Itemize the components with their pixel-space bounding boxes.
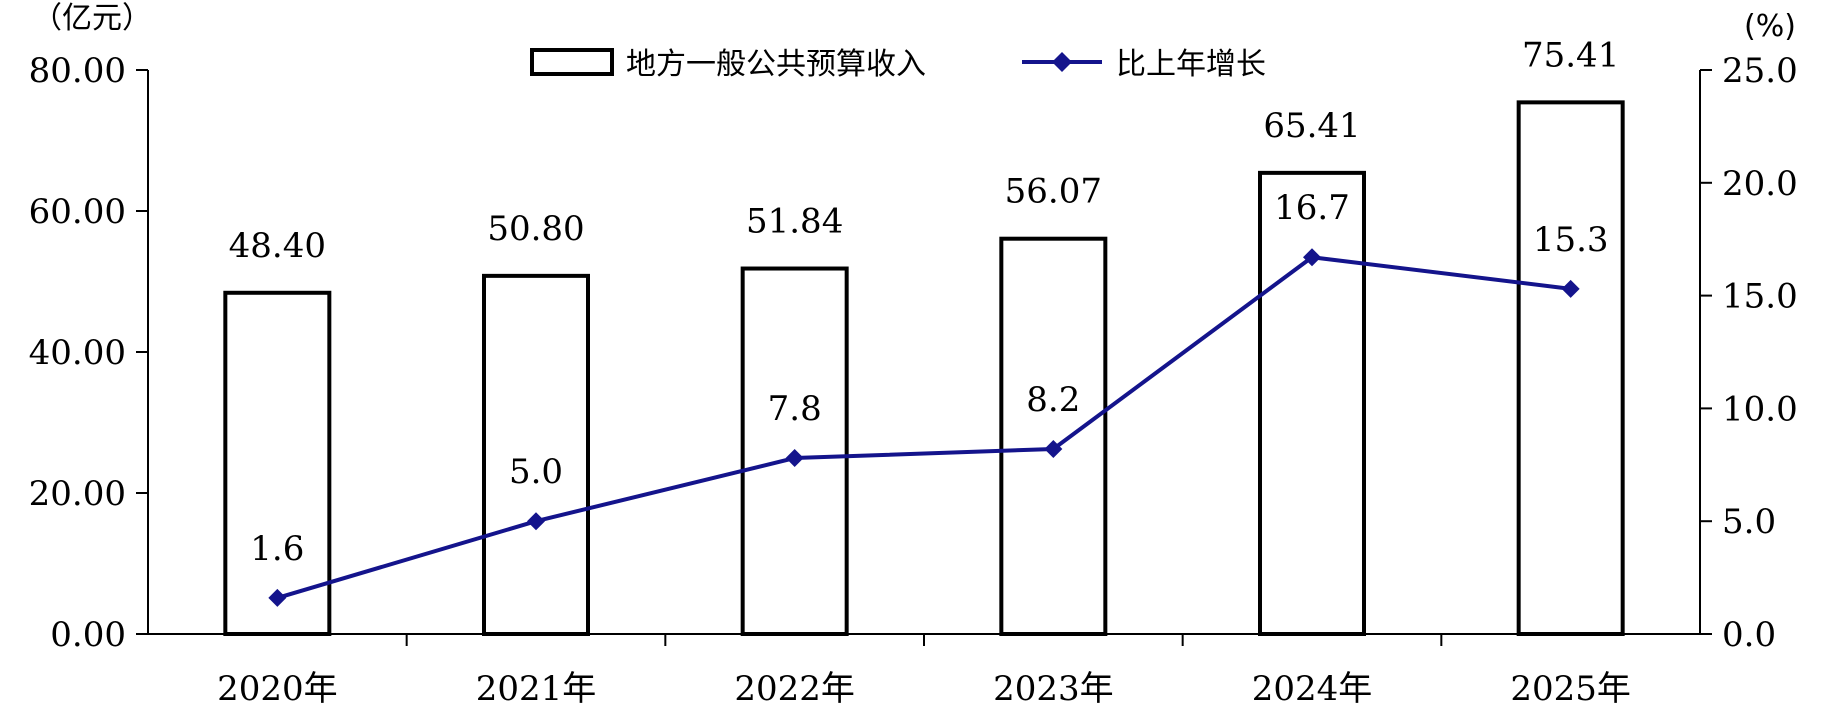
bar-value-label: 50.80 (487, 209, 584, 249)
x-tick-label: 2025年 (1510, 669, 1631, 709)
growth-marker (785, 449, 804, 468)
growth-value-label: 5.0 (509, 452, 563, 492)
left-tick-label: 80.00 (29, 51, 126, 91)
bar (223, 290, 332, 636)
x-tick-label: 2023年 (993, 669, 1114, 709)
bar-value-label: 75.41 (1522, 35, 1619, 75)
legend-line-marker (1052, 52, 1072, 72)
growth-marker (1561, 279, 1580, 298)
x-tick-label: 2024年 (1252, 669, 1373, 709)
bar (482, 273, 590, 636)
right-axis-unit: (%) (1744, 9, 1796, 44)
bar-value-label: 48.40 (229, 226, 326, 266)
left-tick-label: 60.00 (29, 192, 126, 232)
growth-marker (268, 588, 287, 607)
bars (223, 100, 1625, 636)
right-tick-label: 0.0 (1722, 615, 1776, 655)
x-tick-label: 2021年 (476, 669, 597, 709)
right-tick-label: 15.0 (1722, 277, 1798, 317)
growth-marker (527, 512, 545, 531)
growth-line (268, 248, 1580, 607)
right-tick-label: 5.0 (1722, 502, 1776, 542)
right-tick-label: 10.0 (1722, 389, 1798, 429)
x-tick-label: 2020年 (217, 669, 338, 709)
legend: 地方一般公共预算收入 比上年增长 (530, 47, 1266, 82)
growth-line-path (276, 255, 1571, 600)
legend-bar-swatch (530, 48, 614, 76)
growth-marker (1303, 248, 1321, 267)
left-tick-label: 0.00 (50, 615, 126, 655)
growth-value-label: 1.6 (250, 529, 304, 569)
bar-value-label: 51.84 (746, 202, 843, 242)
growth-marker (1044, 440, 1063, 459)
bar (1258, 170, 1366, 636)
left-tick-label: 40.00 (29, 333, 126, 373)
legend-bar-label: 地方一般公共预算收入 (626, 47, 926, 82)
right-tick-label: 20.0 (1722, 164, 1798, 204)
bar-value-label: 65.41 (1263, 106, 1360, 146)
left-tick-label: 20.00 (29, 474, 126, 514)
left-axis-unit: （亿元） (32, 1, 152, 36)
axes: 0.00 20.00 40.00 60.00 80.00 0.0 5.0 10.0 15.0 20… (29, 1, 1798, 709)
growth-value-label: 16.7 (1274, 188, 1350, 228)
growth-value-label: 15.3 (1533, 220, 1609, 260)
bar (1516, 100, 1625, 636)
legend-line-label: 比上年增长 (1116, 47, 1266, 82)
right-tick-label: 25.0 (1722, 51, 1798, 91)
growth-value-label: 8.2 (1026, 380, 1080, 420)
growth-value-label: 7.8 (768, 389, 822, 429)
bar-value-label: 56.07 (1005, 172, 1102, 212)
labels: 48.40 50.80 51.84 56.07 65.41 75.41 1.6 5.0 7.8 8… (229, 35, 1620, 569)
x-tick-label: 2022年 (734, 669, 855, 709)
bar (999, 236, 1108, 636)
